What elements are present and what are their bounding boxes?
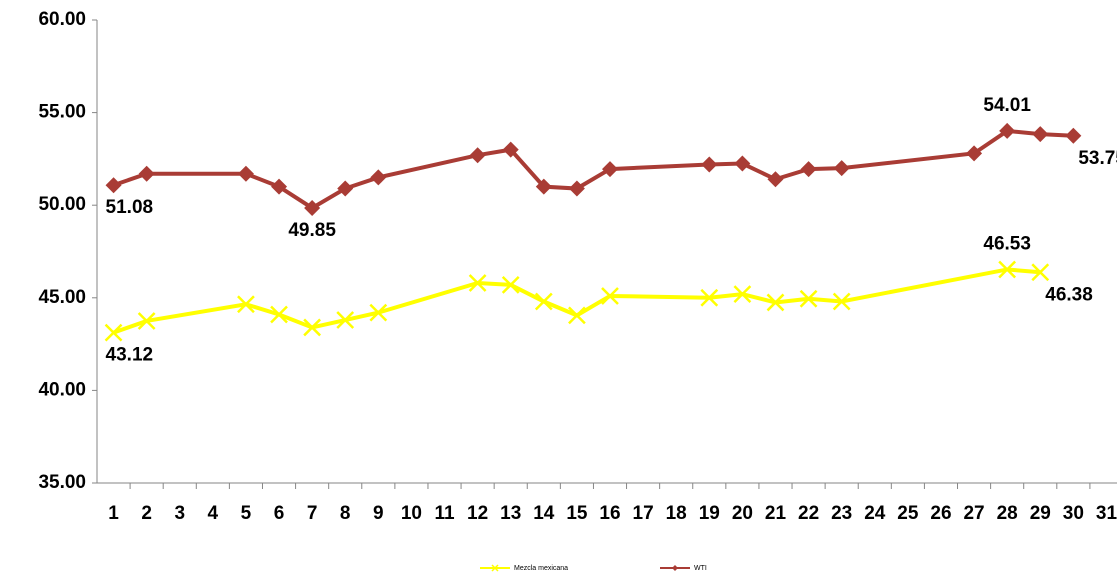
x-tick-label: 24 — [864, 503, 886, 524]
legend-label: Mezcla mexicana — [514, 565, 568, 572]
x-tick-label: 29 — [1030, 503, 1051, 524]
point — [502, 141, 519, 158]
x-tick-label: 4 — [208, 503, 219, 524]
legend-item: WTI — [660, 565, 707, 572]
legend-marker — [491, 564, 499, 572]
x-tick-label: 20 — [732, 503, 753, 524]
data-label: 54.01 — [983, 95, 1031, 116]
point — [370, 169, 387, 186]
point — [568, 180, 585, 197]
y-tick-label: 35.00 — [38, 472, 86, 493]
x-tick-label: 11 — [434, 503, 455, 524]
point — [469, 147, 486, 164]
point — [534, 292, 553, 311]
line — [112, 128, 1074, 211]
x-tick-label: 16 — [599, 503, 620, 524]
point — [1065, 127, 1082, 144]
x-tick-label: 26 — [930, 503, 951, 524]
x-tick-label: 12 — [467, 503, 488, 524]
legend-marker — [672, 565, 678, 571]
data-label: 53.75 — [1078, 148, 1117, 169]
point — [237, 295, 255, 314]
point — [734, 155, 751, 172]
legend-item: Mezcla mexicana — [480, 564, 568, 572]
point — [270, 305, 288, 324]
x-tick-label: 6 — [274, 503, 285, 524]
point — [137, 312, 156, 330]
series: 43.12 46.53 46.38 — [104, 233, 1093, 366]
point — [800, 161, 817, 178]
point — [999, 122, 1016, 139]
point — [601, 287, 619, 305]
series: 51.08 49.85 54.01 53.75 — [105, 95, 1117, 241]
y-tick-label: 60.00 — [38, 9, 86, 30]
point — [799, 289, 818, 308]
point — [767, 171, 784, 188]
point — [733, 285, 752, 303]
point — [369, 303, 388, 322]
point — [336, 311, 355, 329]
x-tick-label: 30 — [1063, 503, 1084, 524]
point — [138, 165, 155, 182]
point — [271, 178, 288, 195]
x-tick-label: 22 — [798, 503, 819, 524]
y-tick-label: 40.00 — [38, 379, 86, 400]
x-tick-label: 15 — [566, 503, 588, 524]
x-tick-label: 3 — [174, 503, 185, 524]
line — [112, 267, 1041, 335]
point — [304, 199, 321, 216]
y-tick-label: 50.00 — [38, 194, 86, 215]
point — [998, 260, 1017, 279]
x-tick-label: 13 — [500, 503, 521, 524]
point — [1031, 263, 1050, 282]
x-tick-label: 5 — [241, 503, 252, 524]
x-tick-label: 2 — [141, 503, 152, 524]
point — [602, 161, 618, 178]
x-tick-label: 9 — [373, 503, 384, 524]
x-tick-label: 7 — [307, 503, 318, 524]
point — [468, 274, 487, 292]
data-label: 46.53 — [983, 233, 1031, 254]
x-tick-label: 21 — [765, 503, 787, 524]
x-tick-label: 17 — [633, 503, 654, 524]
x-tick-label: 10 — [401, 503, 422, 524]
point — [700, 288, 719, 307]
x-tick-label: 28 — [997, 503, 1018, 524]
point — [833, 160, 850, 177]
x-tick-label: 18 — [666, 503, 687, 524]
x-tick-label: 27 — [963, 503, 984, 524]
data-label: 43.12 — [106, 345, 154, 366]
point — [337, 180, 354, 197]
x-tick-label: 1 — [108, 503, 119, 524]
x-tick-label: 14 — [533, 503, 555, 524]
y-tick-label: 55.00 — [38, 102, 86, 123]
point — [766, 293, 785, 312]
point — [1032, 126, 1049, 143]
point — [501, 275, 520, 294]
data-label: 49.85 — [288, 220, 336, 241]
x-tick-label: 23 — [831, 503, 852, 524]
point — [104, 323, 123, 342]
x-tick-label: 25 — [897, 503, 919, 524]
point — [535, 178, 552, 195]
data-label: 51.08 — [106, 197, 154, 218]
x-tick-label: 8 — [340, 503, 351, 524]
y-tick-label: 45.00 — [38, 287, 86, 308]
point — [568, 306, 586, 325]
point — [105, 177, 122, 194]
legend-label: WTI — [694, 565, 707, 572]
point — [701, 156, 718, 173]
point — [832, 292, 851, 311]
point — [237, 165, 254, 182]
x-tick-label: 19 — [699, 503, 720, 524]
x-tick-label: 31 — [1096, 503, 1117, 524]
point — [966, 145, 983, 162]
data-label: 46.38 — [1045, 284, 1093, 305]
point — [303, 318, 322, 337]
